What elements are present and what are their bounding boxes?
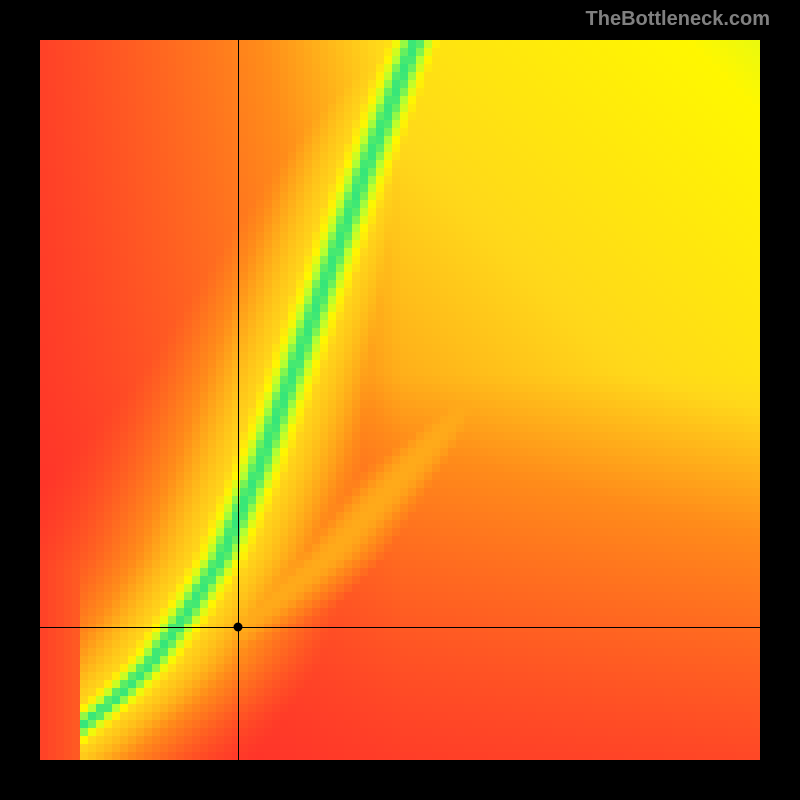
heatmap-canvas [40, 40, 760, 760]
marker-dot [234, 622, 243, 631]
watermark-text: TheBottleneck.com [586, 8, 770, 31]
crosshair-vertical [238, 40, 239, 760]
crosshair-horizontal [40, 627, 760, 628]
heatmap-plot [40, 40, 760, 760]
